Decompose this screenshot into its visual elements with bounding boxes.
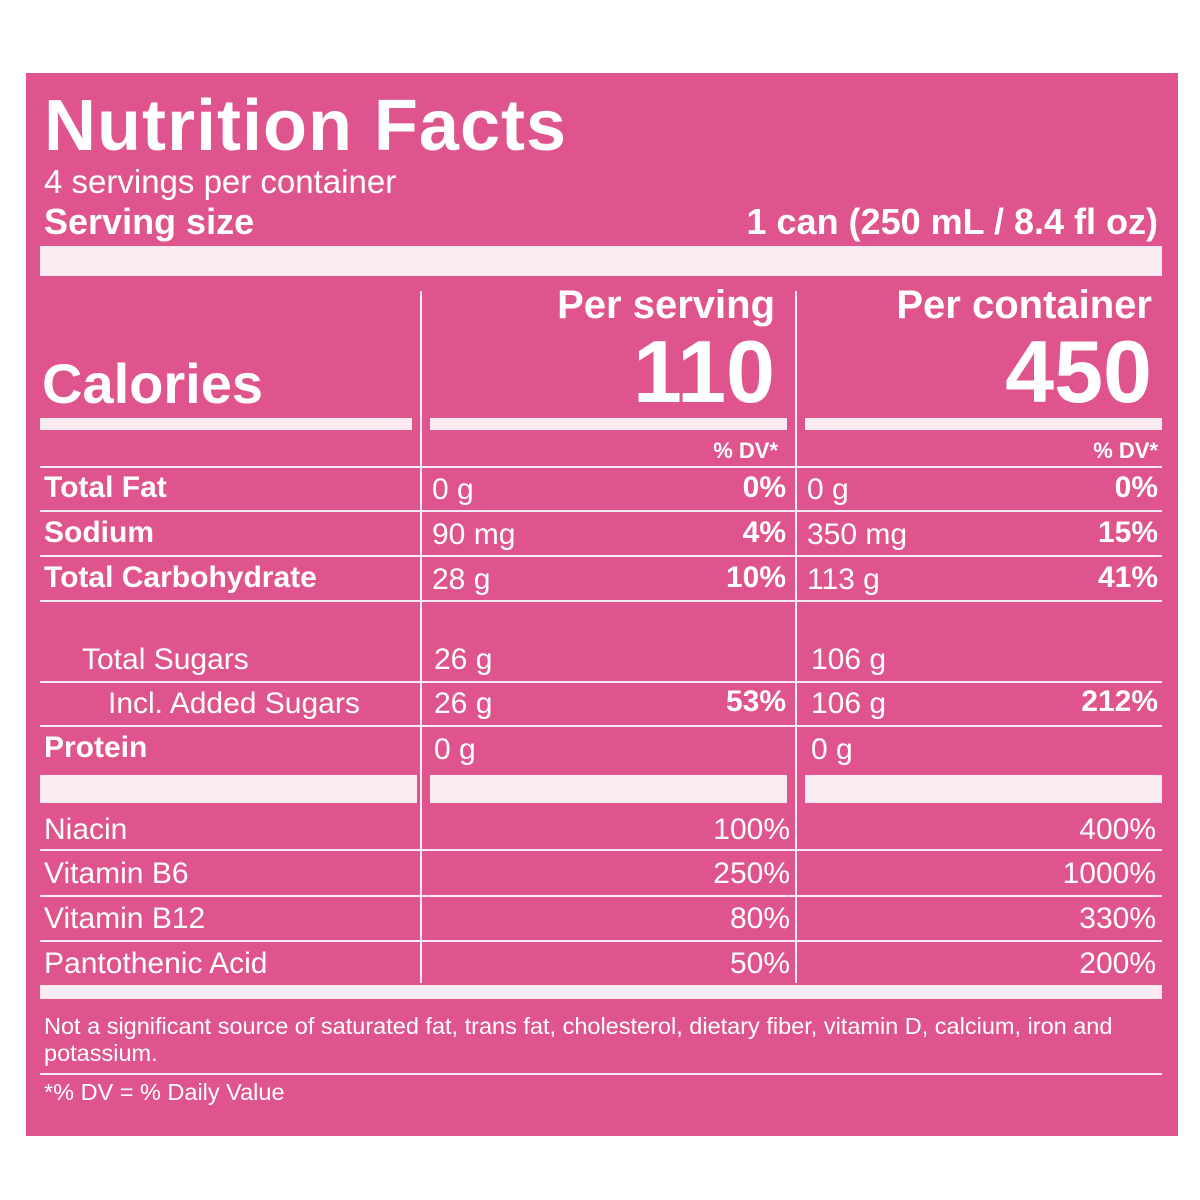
vitamins-divider-right bbox=[805, 775, 1162, 803]
nutrient-serving-amount: 26 g bbox=[434, 643, 493, 676]
footnote-text: Not a significant source of saturated fa… bbox=[44, 1013, 1113, 1066]
nutrient-container-amount: 106 g bbox=[811, 643, 887, 676]
vitamin-name: Pantothenic Acid bbox=[44, 947, 268, 980]
dv-header-container: % DV* bbox=[1093, 438, 1158, 463]
nutrient-serving-amount: 28 g bbox=[432, 563, 491, 596]
vitamins-divider-left bbox=[40, 775, 417, 803]
nutrient-serving-amount: 26 g bbox=[434, 687, 493, 720]
per-container-header: Per container bbox=[896, 283, 1152, 327]
calories-per-container: 450 bbox=[1005, 322, 1152, 421]
nutrient-serving-amount: 90 mg bbox=[432, 518, 516, 551]
calories-divider-right bbox=[805, 418, 1162, 430]
nutrient-serving-amount: 0 g bbox=[434, 733, 476, 766]
footnote-divider bbox=[40, 985, 1162, 999]
nutrient-serving-dv: 0% bbox=[742, 471, 786, 504]
vitamin-container-dv: 400% bbox=[1079, 813, 1156, 846]
rule-6 bbox=[40, 725, 1162, 727]
nutrient-name: Sodium bbox=[44, 516, 154, 549]
rule-2 bbox=[40, 510, 1162, 512]
dv-header-serving: % DV* bbox=[713, 438, 778, 463]
nutrient-name: Total Fat bbox=[44, 471, 167, 504]
nutrient-container-amount: 350 mg bbox=[807, 518, 908, 551]
rule-9 bbox=[40, 940, 1162, 942]
rule-10 bbox=[40, 1073, 1162, 1075]
nutrient-container-dv: 41% bbox=[1097, 561, 1158, 594]
nutrient-name: Total Sugars bbox=[82, 643, 249, 676]
vitamin-serving-dv: 50% bbox=[729, 947, 790, 980]
nutrient-name: Total Carbohydrate bbox=[44, 561, 317, 594]
calories-label: Calories bbox=[42, 352, 263, 415]
vitamin-container-dv: 330% bbox=[1079, 902, 1156, 935]
nutrient-serving-dv: 4% bbox=[742, 516, 786, 549]
rule-8 bbox=[40, 895, 1162, 897]
nutrient-serving-amount: 0 g bbox=[432, 473, 474, 506]
column-divider-right bbox=[795, 291, 797, 983]
calories-per-serving: 110 bbox=[633, 322, 775, 421]
nutrient-serving-dv: 53% bbox=[725, 685, 786, 718]
thick-divider bbox=[40, 246, 1162, 276]
calories-divider-left bbox=[40, 418, 412, 430]
servings-per-container: 4 servings per container bbox=[44, 163, 397, 200]
nutrient-container-amount: 0 g bbox=[807, 473, 849, 506]
column-divider-left bbox=[420, 291, 422, 983]
vitamin-name: Vitamin B12 bbox=[44, 902, 206, 935]
nutrient-name: Incl. Added Sugars bbox=[108, 687, 360, 720]
rule-3 bbox=[40, 555, 1162, 557]
vitamin-name: Vitamin B6 bbox=[44, 857, 189, 890]
vitamin-container-dv: 200% bbox=[1079, 947, 1156, 980]
rule-1 bbox=[40, 466, 1162, 468]
vitamin-serving-dv: 100% bbox=[713, 813, 790, 846]
vitamins-divider-middle bbox=[430, 775, 787, 803]
calories-divider-middle bbox=[430, 418, 787, 430]
vitamin-serving-dv: 80% bbox=[729, 902, 790, 935]
per-serving-header: Per serving bbox=[557, 283, 775, 327]
serving-size-value: 1 can (250 mL / 8.4 fl oz) bbox=[746, 201, 1159, 242]
nutrient-container-dv: 212% bbox=[1081, 685, 1158, 718]
vitamin-serving-dv: 250% bbox=[713, 857, 790, 890]
nutrient-container-amount: 0 g bbox=[811, 733, 853, 766]
dv-note: *% DV = % Daily Value bbox=[44, 1079, 285, 1105]
rule-4 bbox=[40, 600, 1162, 602]
rule-7 bbox=[40, 849, 1162, 851]
nutrition-facts-panel: Nutrition Facts 4 servings per container… bbox=[26, 73, 1178, 1136]
nutrient-container-dv: 15% bbox=[1097, 516, 1158, 549]
rule-5 bbox=[40, 681, 1162, 683]
serving-size-label: Serving size bbox=[44, 201, 255, 242]
label-title: Nutrition Facts bbox=[44, 86, 568, 166]
vitamin-name: Niacin bbox=[44, 813, 128, 846]
nutrient-container-amount: 113 g bbox=[807, 563, 880, 596]
vitamin-container-dv: 1000% bbox=[1062, 857, 1156, 890]
nutrient-serving-dv: 10% bbox=[725, 561, 786, 594]
nutrient-container-amount: 106 g bbox=[811, 687, 887, 720]
nutrient-container-dv: 0% bbox=[1114, 471, 1158, 504]
nutrient-name: Protein bbox=[44, 731, 148, 764]
